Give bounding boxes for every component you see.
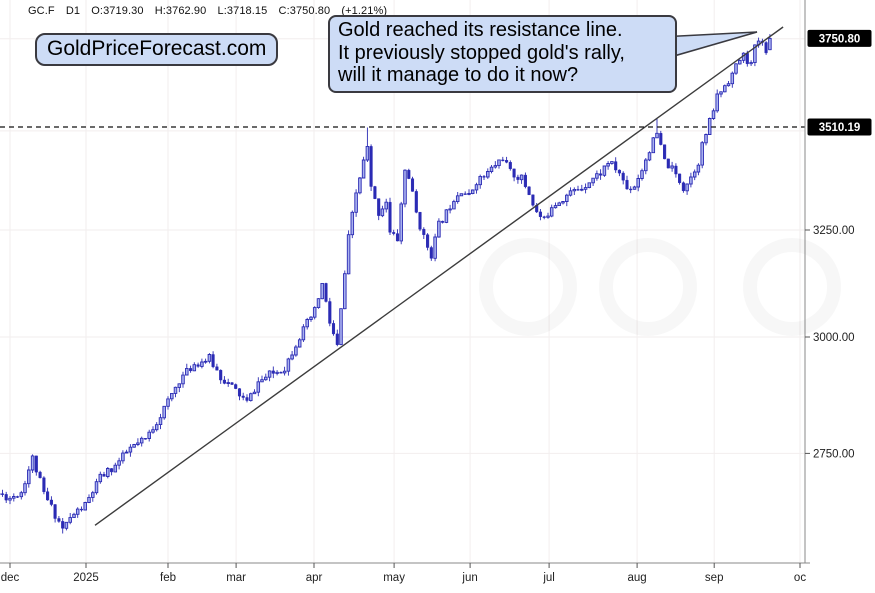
x-axis-label: jun — [461, 572, 477, 584]
background-watermark — [486, 245, 570, 329]
close-value: C:3750.80 — [278, 5, 331, 17]
low-value: L:3718.15 — [217, 5, 268, 17]
ohlc-header: GC.F D1 O:3719.30 H:3762.90 L:3718.15 C:… — [28, 5, 395, 17]
x-axis-label: mar — [226, 572, 246, 584]
x-axis-label: apr — [306, 572, 323, 584]
y-axis-label: 3250.00 — [813, 225, 855, 237]
x-axis-label: dec — [1, 572, 20, 584]
x-axis-label: aug — [628, 572, 647, 584]
background-watermark — [750, 245, 834, 329]
brand-watermark-box: GoldPriceForecast.com — [35, 33, 279, 66]
background-watermark — [606, 245, 690, 329]
annotation-callout: Gold reached its resistance line. It pre… — [328, 15, 677, 93]
x-axis-label: sep — [705, 572, 724, 584]
symbol-label: GC.F — [28, 5, 55, 17]
timeframe-label: D1 — [65, 5, 81, 17]
x-axis-label: jul — [542, 572, 555, 584]
change-percent: (+1.21%) — [341, 5, 388, 17]
candle-wicks — [2, 34, 771, 534]
y-axis-label: 2750.00 — [813, 448, 855, 460]
price-badge — [807, 29, 872, 47]
x-axis-label: 2025 — [73, 572, 99, 584]
price-badge — [807, 118, 872, 136]
x-axis-label: feb — [160, 572, 176, 584]
open-value: O:3719.30 — [91, 5, 144, 17]
y-axis-label: 3000.00 — [813, 332, 855, 344]
price-badge-label: 3510.19 — [819, 122, 861, 134]
x-axis-label: oc — [794, 572, 806, 584]
annotation-line-1: Gold reached its resistance line. — [338, 19, 623, 41]
price-badge-label: 3750.80 — [819, 33, 861, 45]
resistance-trendline — [94, 26, 784, 526]
annotation-line-2: It previously stopped gold's rally, — [338, 41, 625, 64]
x-axis-label: may — [383, 572, 405, 584]
up-candles — [0, 37, 772, 529]
high-value: H:3762.90 — [154, 5, 207, 17]
brand-label: GoldPriceForecast.com — [47, 37, 267, 60]
annotation-line-3: will it manage to do it now? — [338, 64, 579, 87]
down-candles — [0, 40, 768, 529]
